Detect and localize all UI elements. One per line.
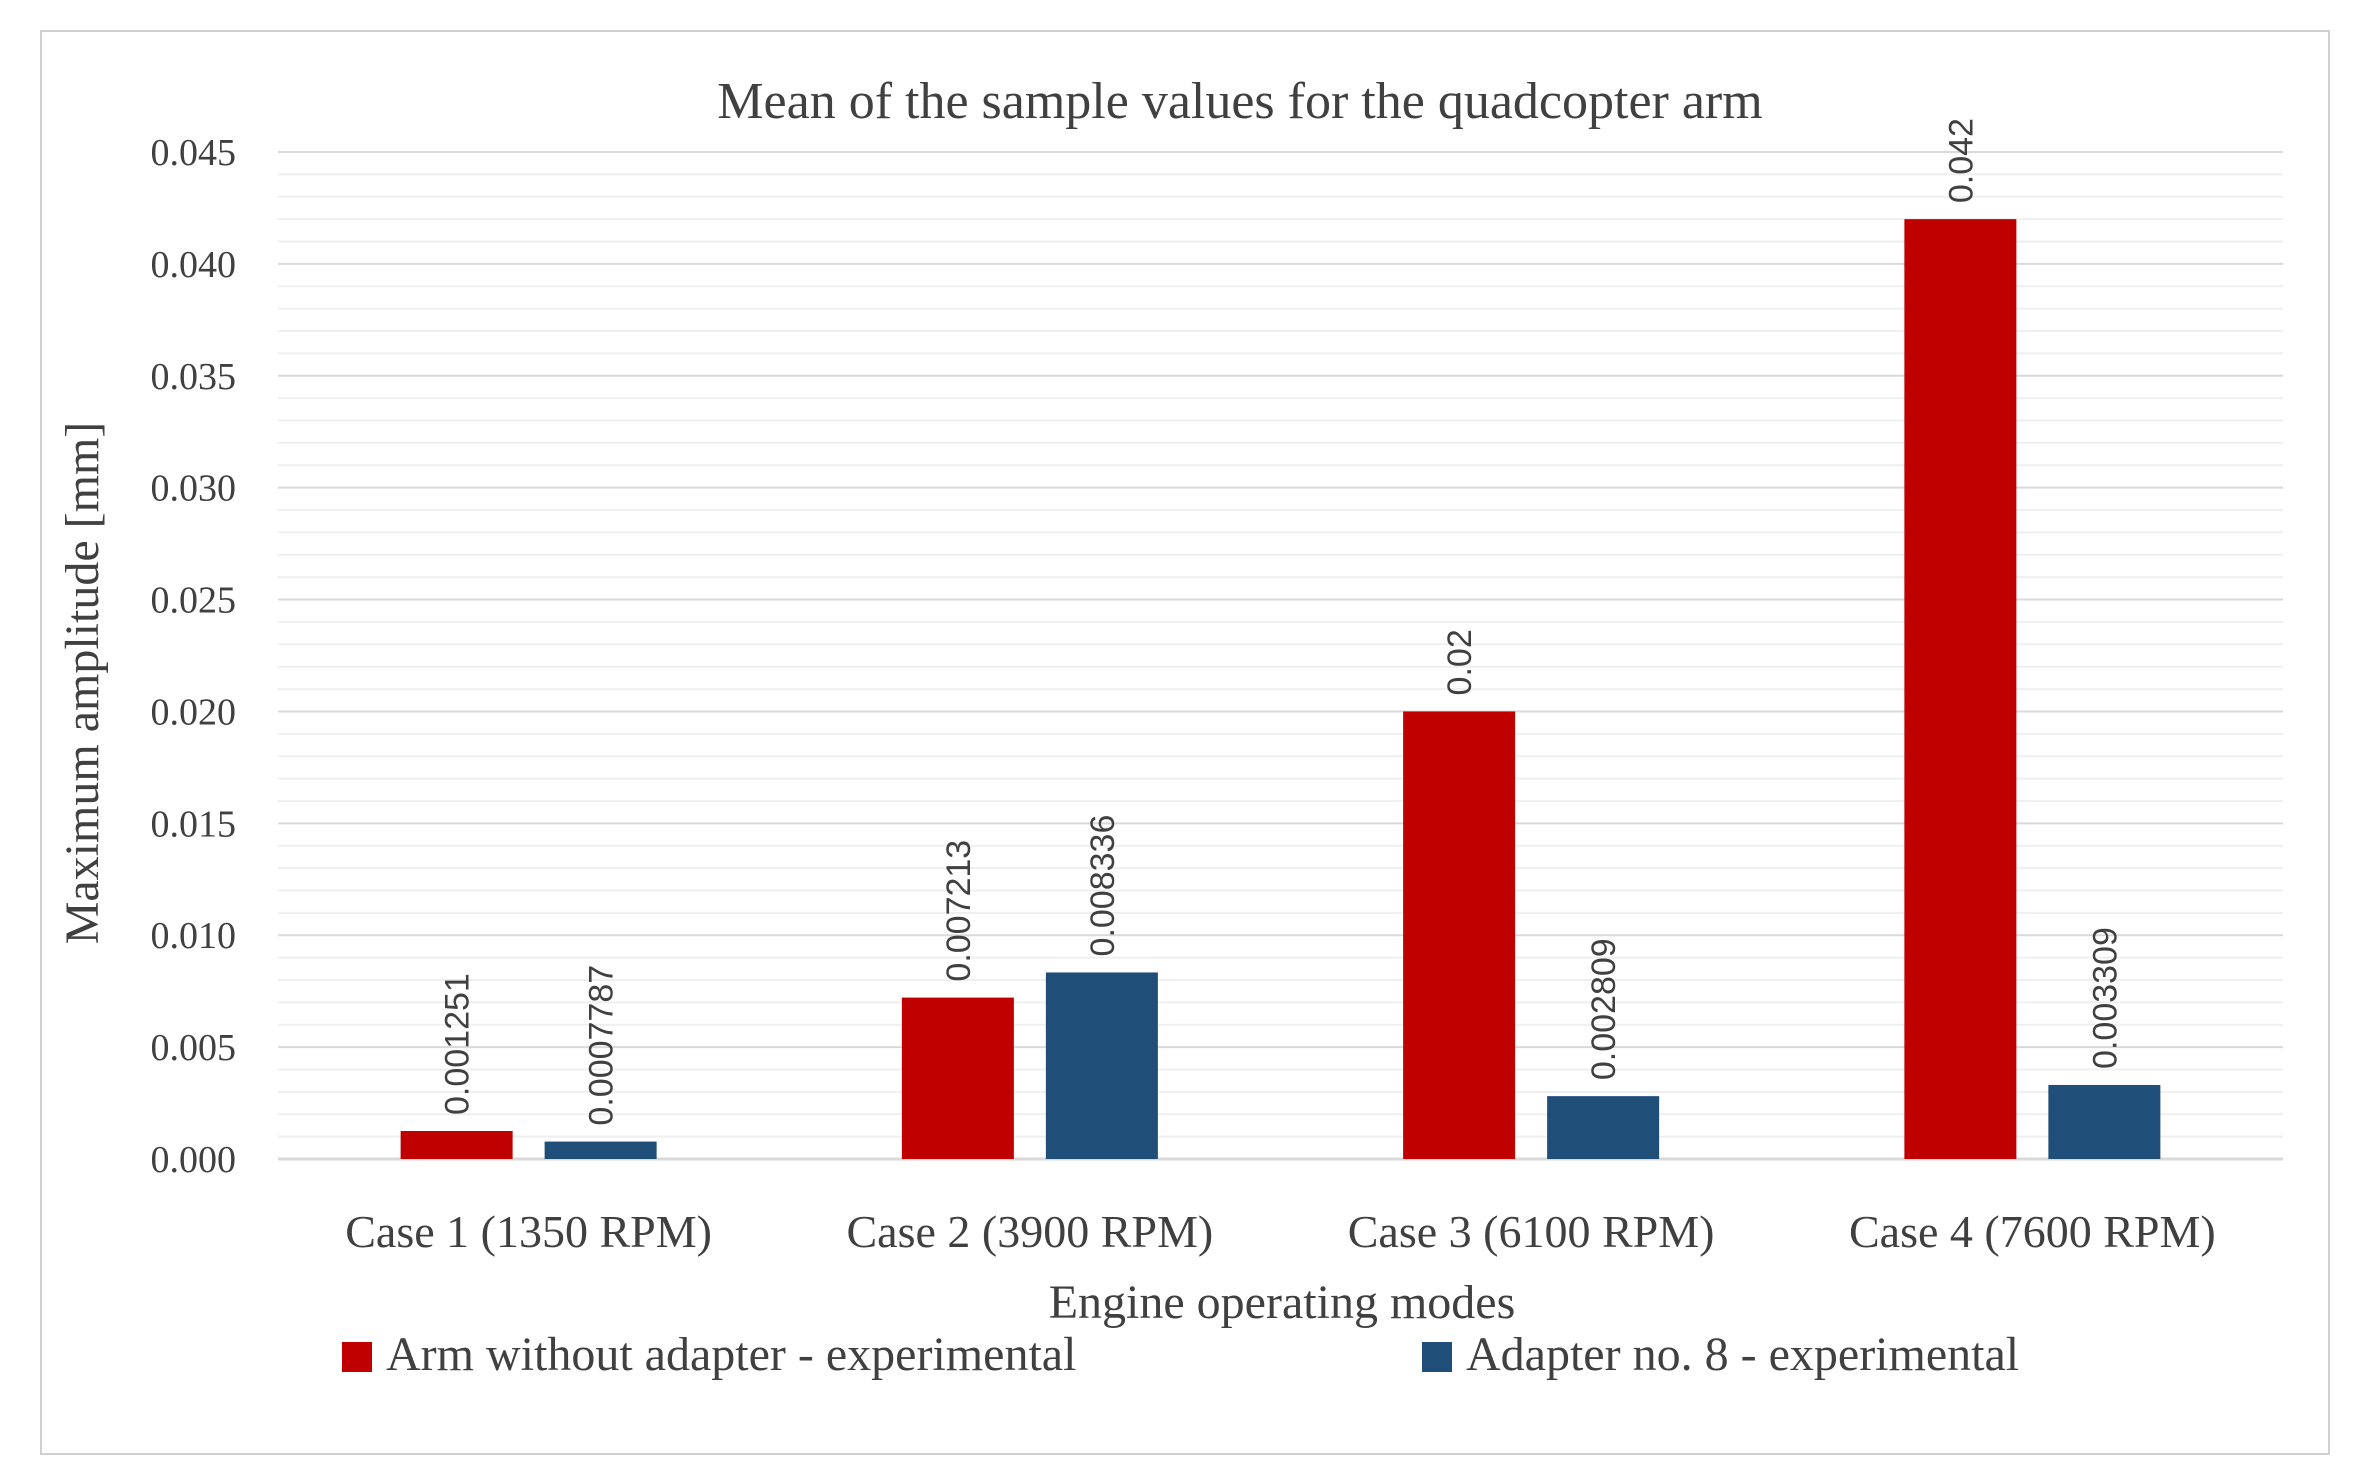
data-label: 0.001251 [439,973,477,1115]
legend-swatch [1422,1342,1452,1372]
data-label: 0.02 [1441,629,1479,695]
bar-arm-without-adapter-case-3 [1403,711,1516,1159]
y-axis-ticks: 0.000 0.005 0.010 0.015 0.020 0.025 0.030 0.035… [151,132,237,1181]
y-tick-label: 0.030 [151,468,237,510]
bars-layer [400,219,2161,1160]
x-category-label: Case 4 (7600 RPM) [1849,1206,2216,1257]
data-label: 0.007213 [940,840,978,982]
x-axis-categories: Case 1 (1350 RPM) Case 2 (3900 RPM) Case 3… [345,1206,2215,1257]
bar-arm-without-adapter-case-1 [400,1131,513,1159]
y-tick-label: 0.040 [151,244,237,286]
bar-adapter-no-8-case-2 [1045,972,1158,1159]
y-tick-label: 0.025 [151,580,237,622]
bar-adapter-no-8-case-4 [2048,1084,2161,1159]
y-tick-label: 0.000 [151,1139,237,1181]
legend: Arm without adapter - experimental Adapte… [342,1328,2019,1381]
x-category-label: Case 2 (3900 RPM) [847,1206,1214,1257]
y-tick-label: 0.015 [151,803,237,845]
legend-label: Adapter no. 8 - experimental [1466,1328,2019,1381]
legend-swatch [342,1342,372,1372]
data-label: 0.042 [1942,118,1980,203]
data-label: 0.008336 [1084,815,1122,957]
bar-adapter-no-8-case-1 [544,1141,657,1159]
chart-title: Mean of the sample values for the quadco… [717,73,1762,130]
y-tick-label: 0.035 [151,356,237,398]
bar-arm-without-adapter-case-4 [1904,219,2017,1160]
legend-label: Arm without adapter - experimental [386,1328,1076,1381]
data-labels-layer: 0.001251 0.0007787 0.007213 0.008336 0.02 0.0… [439,118,2125,1126]
x-category-label: Case 1 (1350 RPM) [345,1206,712,1257]
x-axis-title: Engine operating modes [1049,1276,1516,1329]
y-tick-label: 0.005 [151,1027,237,1069]
bar-arm-without-adapter-case-2 [901,997,1014,1159]
data-label: 0.002809 [1585,938,1623,1080]
y-tick-label: 0.045 [151,132,237,174]
bar-adapter-no-8-case-3 [1547,1096,1660,1159]
y-tick-label: 0.020 [151,691,237,733]
x-category-label: Case 3 (6100 RPM) [1348,1206,1715,1257]
data-label: 0.003309 [2086,927,2124,1069]
y-tick-label: 0.010 [151,915,237,957]
data-label: 0.0007787 [583,965,621,1126]
y-axis-title: Maximum amplitude [mm] [56,422,109,945]
